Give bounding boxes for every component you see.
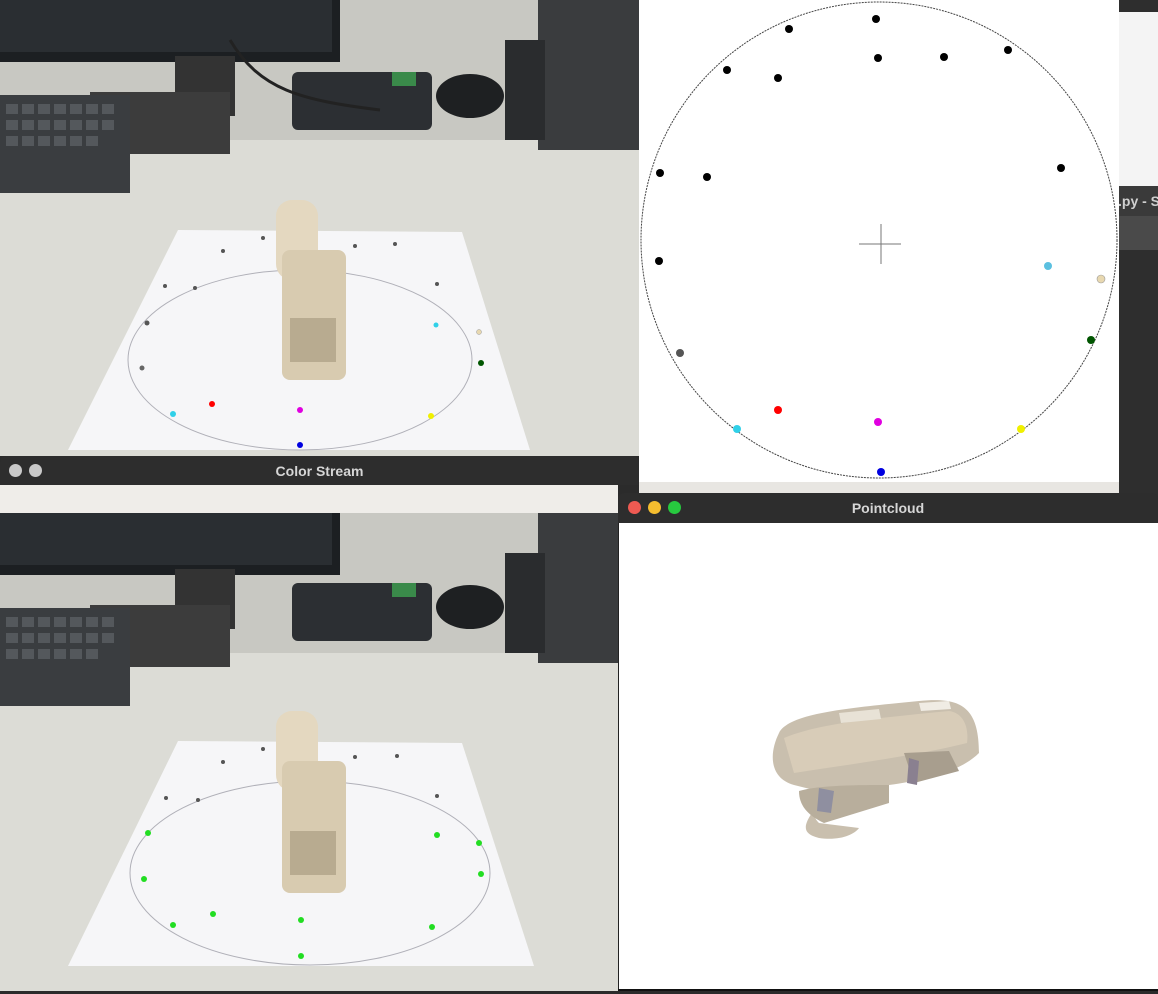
background-window-toolbar xyxy=(1118,216,1158,250)
background-window-pane xyxy=(1118,12,1158,186)
desk-device xyxy=(292,72,432,130)
minimize-button[interactable] xyxy=(648,501,661,514)
pointcloud-canvas[interactable] xyxy=(618,523,1158,989)
detected-markers xyxy=(141,747,484,959)
color-stream-titlebar[interactable]: Color Stream xyxy=(0,456,639,485)
window-title: Color Stream xyxy=(275,463,364,479)
plot-circle xyxy=(640,1,1118,479)
maximize-button[interactable] xyxy=(668,501,681,514)
close-button[interactable] xyxy=(9,464,22,477)
window-gap xyxy=(0,485,618,513)
background-window-title: .py - S xyxy=(1118,186,1158,216)
background-window: .py - S xyxy=(1118,0,1158,500)
mouse xyxy=(436,74,504,118)
plot-markers xyxy=(655,15,1106,476)
bag xyxy=(538,0,640,150)
markers-top xyxy=(139,236,484,448)
minimize-button[interactable] xyxy=(29,464,42,477)
close-button[interactable] xyxy=(628,501,641,514)
color-stream-view xyxy=(0,0,640,456)
detection-stream-view xyxy=(0,513,618,991)
marker-plot-window xyxy=(639,0,1119,493)
window-title: Pointcloud xyxy=(851,500,925,516)
pointcloud-bottom-edge xyxy=(618,989,1158,991)
stapler-pointcloud xyxy=(772,700,979,839)
pointcloud-titlebar[interactable]: Pointcloud xyxy=(618,493,1158,523)
